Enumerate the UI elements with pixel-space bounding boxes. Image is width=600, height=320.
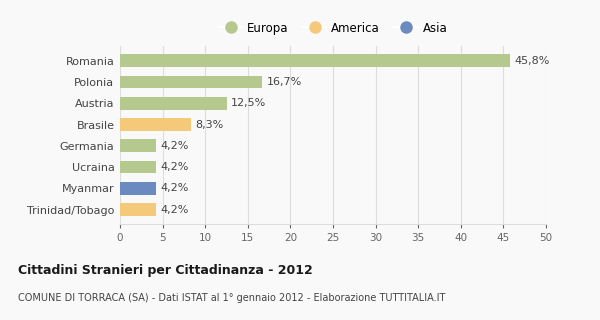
Text: 4,2%: 4,2% [160, 141, 188, 151]
Bar [120, 97, 227, 110]
Bar [120, 182, 156, 195]
Text: 16,7%: 16,7% [266, 77, 302, 87]
Text: 4,2%: 4,2% [160, 162, 188, 172]
Bar [120, 54, 510, 67]
Text: Cittadini Stranieri per Cittadinanza - 2012: Cittadini Stranieri per Cittadinanza - 2… [18, 264, 313, 277]
Bar [120, 118, 191, 131]
Text: 4,2%: 4,2% [160, 183, 188, 193]
Text: 8,3%: 8,3% [195, 120, 223, 130]
Text: 45,8%: 45,8% [514, 56, 550, 66]
Bar [120, 161, 156, 173]
Text: 12,5%: 12,5% [231, 98, 266, 108]
Bar [120, 140, 156, 152]
Legend: Europa, America, Asia: Europa, America, Asia [217, 19, 449, 37]
Bar [120, 76, 262, 88]
Text: 4,2%: 4,2% [160, 204, 188, 214]
Bar [120, 203, 156, 216]
Text: COMUNE DI TORRACA (SA) - Dati ISTAT al 1° gennaio 2012 - Elaborazione TUTTITALIA: COMUNE DI TORRACA (SA) - Dati ISTAT al 1… [18, 293, 445, 303]
